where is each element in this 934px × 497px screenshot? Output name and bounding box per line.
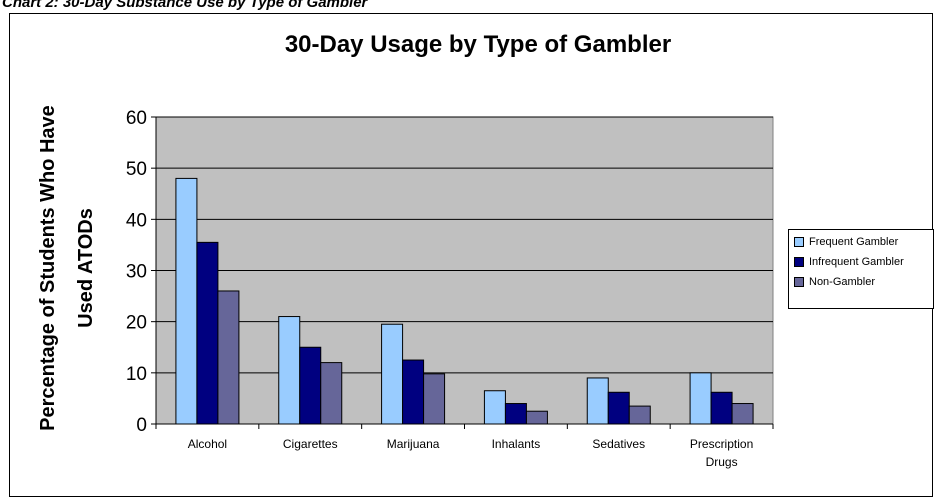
y-tick-label: 10 <box>126 364 147 385</box>
x-tick-label: Inhalants <box>492 437 541 451</box>
bar <box>381 323 404 425</box>
bar <box>483 390 506 425</box>
bar <box>423 373 446 425</box>
bar <box>217 290 240 425</box>
legend-swatch-non-gambler <box>794 277 804 287</box>
y-tick-label: 50 <box>126 159 147 180</box>
bar <box>525 410 548 425</box>
y-axis-label: Used ATODs <box>75 208 97 328</box>
bar <box>299 346 322 425</box>
legend-swatch-frequent <box>794 237 804 247</box>
x-tick-label: Sedatives <box>592 437 645 451</box>
y-tick-label: 40 <box>126 210 147 231</box>
bar <box>196 241 219 425</box>
legend-item-infrequent: Infrequent Gambler <box>794 254 933 270</box>
bar <box>586 377 609 425</box>
chart-title: 30-Day Usage by Type of Gambler <box>285 31 671 58</box>
y-tick-label: 0 <box>136 415 147 436</box>
x-tick-label: Alcohol <box>188 437 227 451</box>
legend-label-infrequent: Infrequent Gambler <box>809 256 904 268</box>
bar <box>320 362 343 425</box>
legend-label-non-gambler: Non-Gambler <box>809 276 876 288</box>
bar <box>402 359 425 425</box>
bar <box>607 391 630 425</box>
legend-item-non-gambler: Non-Gambler <box>794 274 933 290</box>
x-tick-label: Marijuana <box>387 437 440 451</box>
x-tick-label: Cigarettes <box>283 437 338 451</box>
chart-legend: Frequent Gambler Infrequent Gambler Non-… <box>788 229 934 309</box>
x-tick-label: Prescription <box>690 437 753 451</box>
bar <box>278 316 301 425</box>
x-tick-label: Drugs <box>706 455 738 469</box>
chart-caption: Chart 2: 30-Day Substance Use by Type of… <box>2 0 368 11</box>
bar <box>175 177 198 425</box>
bar <box>689 372 712 425</box>
legend-swatch-infrequent <box>794 257 804 267</box>
y-axis-label: Percentage of Students Who Have <box>37 105 59 431</box>
y-tick-label: 30 <box>126 262 147 283</box>
y-tick-label: 20 <box>126 313 147 334</box>
bar <box>731 403 754 425</box>
legend-item-frequent: Frequent Gambler <box>794 234 933 250</box>
y-tick-label: 60 <box>126 108 147 129</box>
bar <box>628 405 651 425</box>
legend-label-frequent: Frequent Gambler <box>809 236 899 248</box>
bar <box>710 391 733 425</box>
bar <box>504 403 527 425</box>
